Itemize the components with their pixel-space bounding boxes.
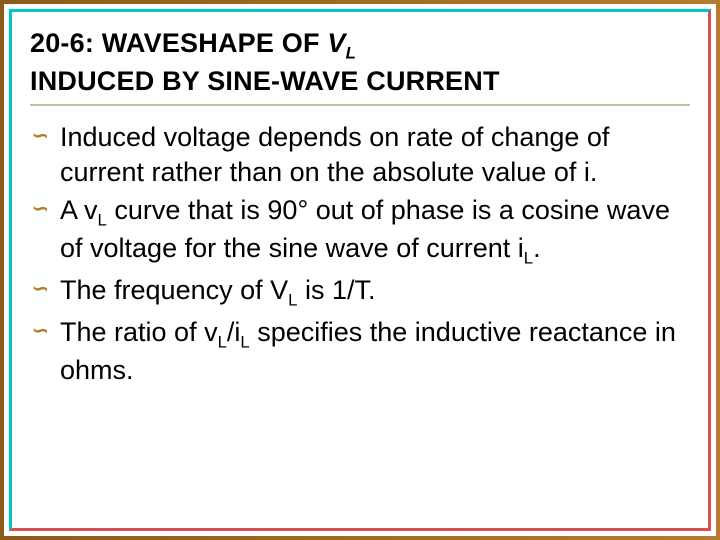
list-item: ∽ Induced voltage depends on rate of chan… xyxy=(30,120,690,189)
body-text: . xyxy=(533,233,541,263)
body-text: is 1/T. xyxy=(297,275,375,305)
body-text: The frequency of V xyxy=(60,275,288,305)
title-divider xyxy=(30,104,690,106)
title-var: V xyxy=(327,28,345,58)
subscript-text: L xyxy=(240,332,249,351)
body-text: curve that is 90° out of phase is a cosi… xyxy=(60,195,670,263)
title-prefix: 20-6: WAVESHAPE OF xyxy=(30,28,327,58)
title-line-2: INDUCED BY SINE-WAVE CURRENT xyxy=(30,64,690,99)
bullet-icon: ∽ xyxy=(32,126,49,146)
subscript-text: L xyxy=(218,332,227,351)
bullet-list: ∽ Induced voltage depends on rate of chan… xyxy=(30,120,690,387)
body-text: A v xyxy=(60,195,98,225)
slide-title: 20-6: WAVESHAPE OF VL INDUCED BY SINE-WA… xyxy=(30,26,690,98)
bullet-icon: ∽ xyxy=(32,279,49,299)
slide-content: 20-6: WAVESHAPE OF VL INDUCED BY SINE-WA… xyxy=(9,9,711,531)
bullet-icon: ∽ xyxy=(32,199,49,219)
title-line-1: 20-6: WAVESHAPE OF VL xyxy=(30,26,690,64)
body-text: Induced voltage depends on rate of chang… xyxy=(60,122,609,187)
bullet-icon: ∽ xyxy=(32,321,49,341)
list-item: ∽A vL curve that is 90° out of phase is … xyxy=(30,193,690,269)
slide-outer-frame: 20-6: WAVESHAPE OF VL INDUCED BY SINE-WA… xyxy=(0,0,720,540)
title-sub: L xyxy=(346,43,356,62)
list-item: ∽The frequency of VL is 1/T. xyxy=(30,273,690,311)
slide-mid-frame: 20-6: WAVESHAPE OF VL INDUCED BY SINE-WA… xyxy=(4,4,716,536)
body-text: /i xyxy=(227,317,241,347)
subscript-text: L xyxy=(98,211,107,230)
body-text: The ratio of v xyxy=(60,317,218,347)
list-item: ∽The ratio of vL/iL specifies the induct… xyxy=(30,315,690,387)
subscript-text: L xyxy=(524,249,533,268)
